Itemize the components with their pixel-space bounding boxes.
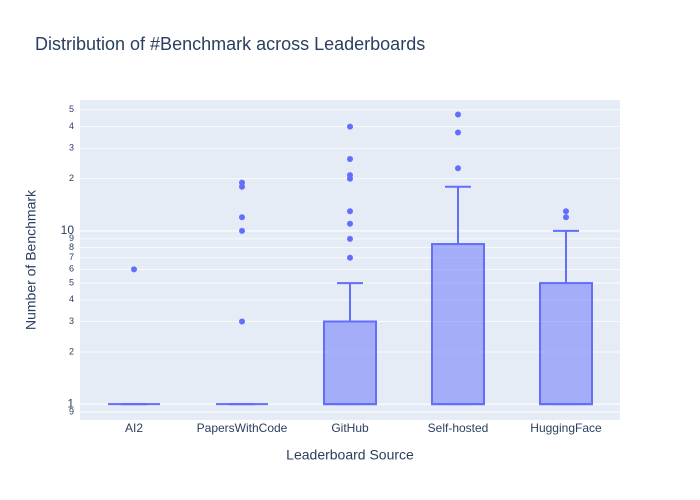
box: [539, 282, 593, 406]
y-tick-label: 1: [67, 396, 74, 410]
y-tick-label: 9: [69, 233, 74, 243]
x-tick-label: PapersWithCode: [197, 421, 288, 435]
y-tick-label: 5: [69, 104, 74, 114]
outlier: [347, 235, 353, 242]
y-tick-label: 8: [69, 242, 74, 252]
outlier: [239, 227, 245, 234]
x-tick-label: Self-hosted: [428, 421, 489, 435]
y-axis-label: Number of Benchmark: [23, 189, 39, 330]
x-tick-label: GitHub: [331, 421, 369, 435]
x-tick-label: AI2: [125, 421, 143, 435]
y-tick-label: 3: [69, 316, 74, 326]
y-tick-label: 10: [61, 223, 75, 237]
outlier: [347, 208, 353, 215]
y-tick-label: 4: [69, 294, 74, 304]
x-axis-label: Leaderboard Source: [286, 447, 414, 463]
outlier: [347, 123, 353, 130]
outlier: [563, 208, 569, 215]
outlier: [563, 214, 569, 221]
outlier: [347, 220, 353, 227]
chart-title: Distribution of #Benchmark across Leader…: [35, 34, 425, 54]
outlier: [239, 179, 245, 186]
marks: [108, 111, 593, 406]
y-tick-label: 9: [69, 406, 74, 416]
outlier: [131, 266, 137, 273]
box: [431, 243, 485, 406]
outlier: [347, 156, 353, 163]
y-tick-label: 7: [69, 252, 74, 262]
x-tick-label: HuggingFace: [530, 421, 602, 435]
y-tick-label: 2: [69, 173, 74, 183]
outlier: [455, 129, 461, 136]
y-tick-label: 5: [69, 277, 74, 287]
outlier: [455, 111, 461, 118]
y-tick-label: 4: [69, 121, 74, 131]
outlier: [347, 172, 353, 179]
box: [323, 320, 377, 406]
outlier: [239, 318, 245, 325]
outlier: [239, 214, 245, 221]
y-tick-label: 6: [69, 264, 74, 274]
y-tick-label: 3: [69, 143, 74, 153]
outlier: [347, 254, 353, 261]
outlier: [455, 165, 461, 172]
y-tick-label: 2: [69, 346, 74, 356]
